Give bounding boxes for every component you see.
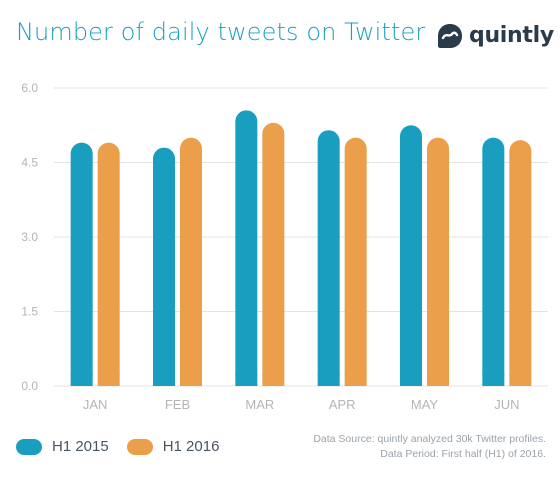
x-tick-label: JAN <box>83 397 108 412</box>
bar-base <box>317 374 340 386</box>
legend-item-h1-2015: H1 2015 <box>16 438 109 455</box>
x-tick-label: MAY <box>411 397 439 412</box>
y-tick-label: 6.0 <box>21 81 38 95</box>
y-tick-label: 1.5 <box>21 305 38 319</box>
legend-swatch-h1-2016 <box>126 438 153 455</box>
bar-jun-h1-2015 <box>482 137 505 386</box>
bar-base <box>180 374 202 386</box>
bar-chart: 0.0 1.5 3.0 4.5 6.0 JAN FEB MAR APR MAY JUN <box>21 81 548 412</box>
bar-feb-h1-2015 <box>153 147 175 386</box>
quintly-logo-icon <box>438 24 462 48</box>
legend-swatch-h1-2015 <box>16 438 42 455</box>
legend-label-h1-2015: H1 2015 <box>52 438 109 455</box>
bar-apr-h1-2015 <box>317 130 340 386</box>
bar-base <box>509 374 532 386</box>
bar-mar-h1-2016 <box>262 122 285 386</box>
quintly-logo: quintly <box>436 22 554 50</box>
bar-base <box>97 374 120 386</box>
bar-apr-h1-2016 <box>344 137 367 386</box>
x-tick-label: APR <box>329 397 356 412</box>
bar-base <box>235 374 258 386</box>
bar-may-h1-2016 <box>427 137 449 386</box>
bar-base <box>262 374 285 386</box>
logo-text: quintly <box>469 23 554 48</box>
legend-label-h1-2016: H1 2016 <box>162 438 220 455</box>
x-tick-label: JUN <box>494 397 519 412</box>
y-tick-label: 0.0 <box>21 379 38 393</box>
footnote-period: Data Period: First half (H1) of 2016. <box>380 448 546 460</box>
footnote-source: Data Source: quintly analyzed 30k Twitte… <box>313 433 546 445</box>
bar-jan-h1-2016 <box>97 142 120 386</box>
bar-base <box>482 374 505 386</box>
bar-jan-h1-2015 <box>70 142 93 386</box>
bar-base <box>400 374 422 386</box>
bar-base <box>70 374 93 386</box>
bar-mar-h1-2015 <box>235 110 258 386</box>
bar-base <box>427 374 449 386</box>
y-tick-label: 3.0 <box>21 230 38 244</box>
bar-jun-h1-2016 <box>509 140 532 386</box>
bar-base <box>344 374 367 386</box>
chart-title: Number of daily tweets on Twitter <box>16 18 426 46</box>
x-tick-label: MAR <box>245 397 274 412</box>
y-tick-label: 4.5 <box>21 156 38 170</box>
footnote: Data Source: quintly analyzed 30k Twitte… <box>313 432 546 462</box>
x-tick-label: FEB <box>165 397 190 412</box>
bar-may-h1-2015 <box>400 125 422 386</box>
bar-base <box>153 374 175 386</box>
legend: H1 2015 H1 2016 <box>16 438 237 455</box>
bar-feb-h1-2016 <box>180 137 202 386</box>
legend-item-h1-2016: H1 2016 <box>126 438 220 455</box>
